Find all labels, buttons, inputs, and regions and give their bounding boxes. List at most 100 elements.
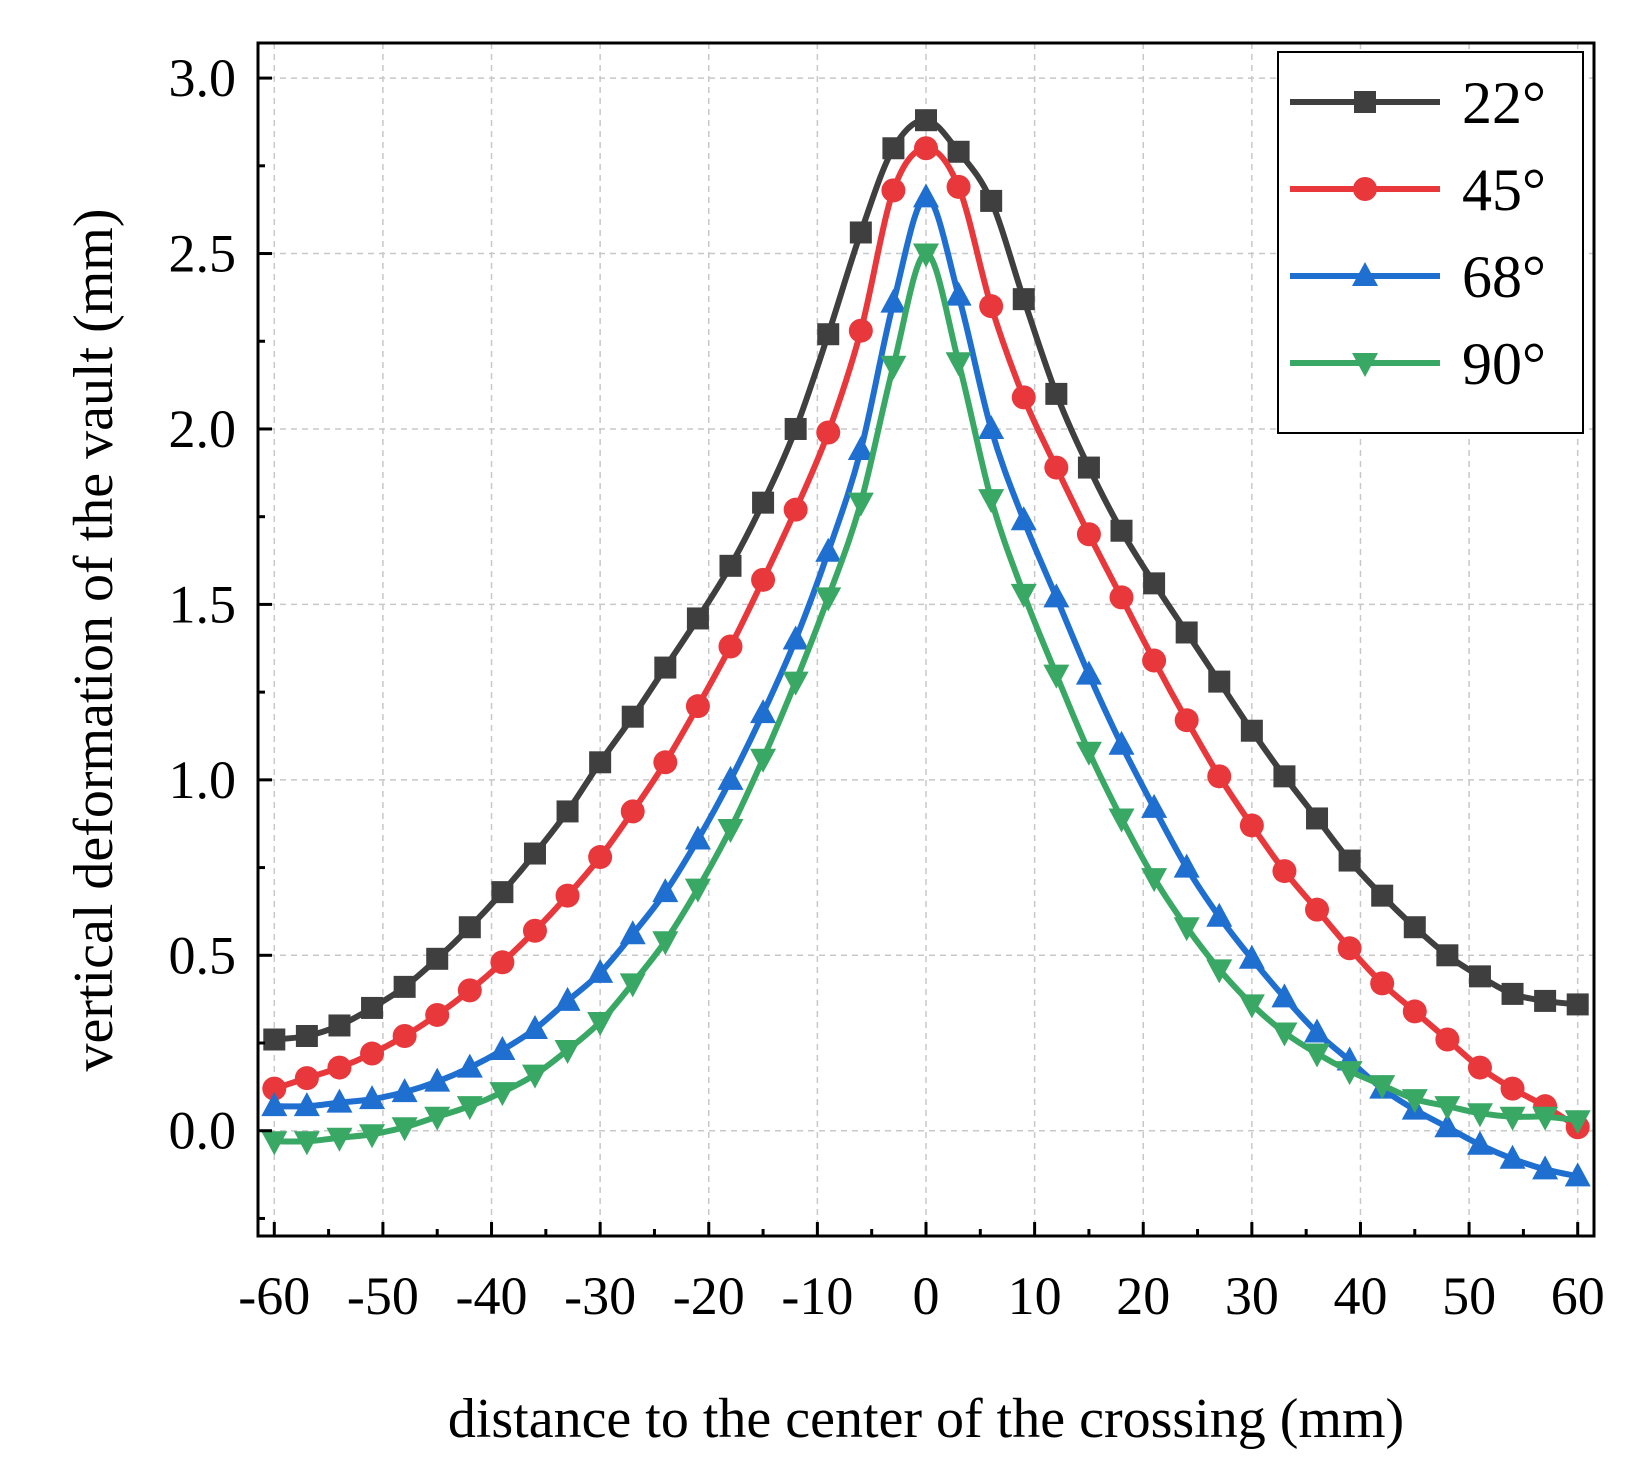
- data-point: [847, 436, 874, 461]
- data-point: [947, 140, 970, 163]
- data-point: [293, 1092, 320, 1117]
- data-point: [1566, 993, 1589, 1016]
- legend-swatch-marker: [1352, 262, 1378, 286]
- x-tick-label: -40: [456, 1266, 528, 1326]
- data-point: [489, 1036, 516, 1061]
- data-point: [555, 883, 580, 908]
- data-point: [1466, 1103, 1493, 1128]
- data-point: [1240, 719, 1263, 742]
- data-point: [1371, 884, 1394, 907]
- data-point: [1467, 1055, 1492, 1080]
- data-point: [554, 986, 581, 1011]
- x-tick-label: 50: [1442, 1266, 1496, 1326]
- x-tick-label: 60: [1551, 1266, 1605, 1326]
- data-point: [1206, 959, 1233, 984]
- x-axis-title: distance to the center of the crossing (…: [448, 1388, 1404, 1450]
- data-point: [1110, 519, 1133, 542]
- data-point: [750, 699, 777, 724]
- data-point: [360, 1041, 385, 1066]
- data-point: [1436, 944, 1459, 967]
- x-tick-label: 40: [1333, 1266, 1387, 1326]
- data-point: [1403, 916, 1426, 939]
- data-point: [424, 1067, 451, 1092]
- data-point: [848, 318, 873, 343]
- data-point: [261, 1092, 288, 1117]
- data-point: [847, 492, 874, 517]
- data-point: [1044, 455, 1069, 480]
- data-point: [849, 221, 872, 244]
- legend-label: 90°: [1462, 331, 1546, 397]
- legend-box: [1277, 51, 1584, 434]
- data-point: [456, 1053, 483, 1078]
- data-point: [1271, 983, 1298, 1008]
- data-point: [815, 587, 842, 612]
- data-point: [913, 183, 939, 208]
- data-point: [1077, 456, 1100, 479]
- legend-label: 45°: [1462, 157, 1546, 223]
- data-point: [1141, 868, 1168, 893]
- data-point: [1304, 1043, 1331, 1068]
- data-point: [294, 1066, 319, 1091]
- data-point: [426, 947, 449, 970]
- x-tick-label: 30: [1225, 1266, 1279, 1326]
- data-point: [1272, 859, 1297, 884]
- y-tick-label: 0.0: [169, 1101, 237, 1161]
- y-axis-title: vertical deformation of the vault (mm): [63, 208, 125, 1071]
- data-point: [1500, 1076, 1525, 1101]
- data-point: [684, 825, 711, 850]
- x-tick-label: -60: [238, 1266, 310, 1326]
- legend-label: 68°: [1462, 244, 1546, 310]
- data-point: [1012, 288, 1035, 311]
- legend: 22° 45° 68° 90°: [1277, 51, 1584, 434]
- data-point: [1173, 853, 1200, 878]
- data-point: [1076, 522, 1101, 547]
- data-point: [326, 1088, 353, 1113]
- data-point: [1143, 572, 1166, 595]
- data-point: [1075, 660, 1102, 685]
- data-point: [915, 109, 937, 132]
- data-point: [261, 1131, 288, 1156]
- legend-label: 22°: [1462, 70, 1546, 136]
- data-point: [456, 1096, 483, 1121]
- data-point: [391, 1117, 418, 1142]
- data-point: [686, 607, 709, 630]
- data-point: [326, 1127, 353, 1152]
- data-point: [1401, 1089, 1428, 1114]
- data-point: [1043, 664, 1070, 689]
- y-tick-labels: 0.0 0.5 1.0 1.5 2.0 2.5 3.0: [169, 48, 237, 1161]
- data-point: [620, 799, 645, 824]
- data-point: [979, 294, 1004, 319]
- data-point: [522, 918, 547, 943]
- x-tick-label: -30: [564, 1266, 636, 1326]
- data-point: [880, 355, 907, 380]
- x-tick-label: -50: [347, 1266, 419, 1326]
- data-point: [1499, 1106, 1526, 1131]
- data-point: [978, 489, 1005, 514]
- data-point: [1338, 849, 1361, 872]
- data-point: [652, 931, 679, 956]
- data-point: [489, 1082, 516, 1107]
- data-point: [914, 136, 938, 161]
- legend-swatch-marker: [1354, 91, 1376, 113]
- data-point: [783, 497, 808, 522]
- data-point: [1207, 764, 1232, 789]
- data-point: [1499, 1144, 1526, 1169]
- data-point: [881, 178, 906, 203]
- data-point: [1109, 585, 1134, 610]
- data-point: [1174, 708, 1199, 733]
- data-point: [1043, 583, 1070, 608]
- data-point: [359, 1124, 386, 1149]
- data-point: [1010, 506, 1037, 531]
- data-point: [393, 975, 416, 998]
- data-point: [391, 1078, 418, 1103]
- data-point: [1108, 730, 1135, 755]
- data-point: [425, 1002, 450, 1027]
- data-point: [1238, 994, 1265, 1019]
- data-point: [1208, 670, 1231, 693]
- data-point: [1175, 621, 1198, 644]
- data-point: [554, 1040, 581, 1065]
- data-point: [1173, 917, 1200, 942]
- series-triangle-down: [261, 243, 1591, 1156]
- data-point: [978, 414, 1005, 439]
